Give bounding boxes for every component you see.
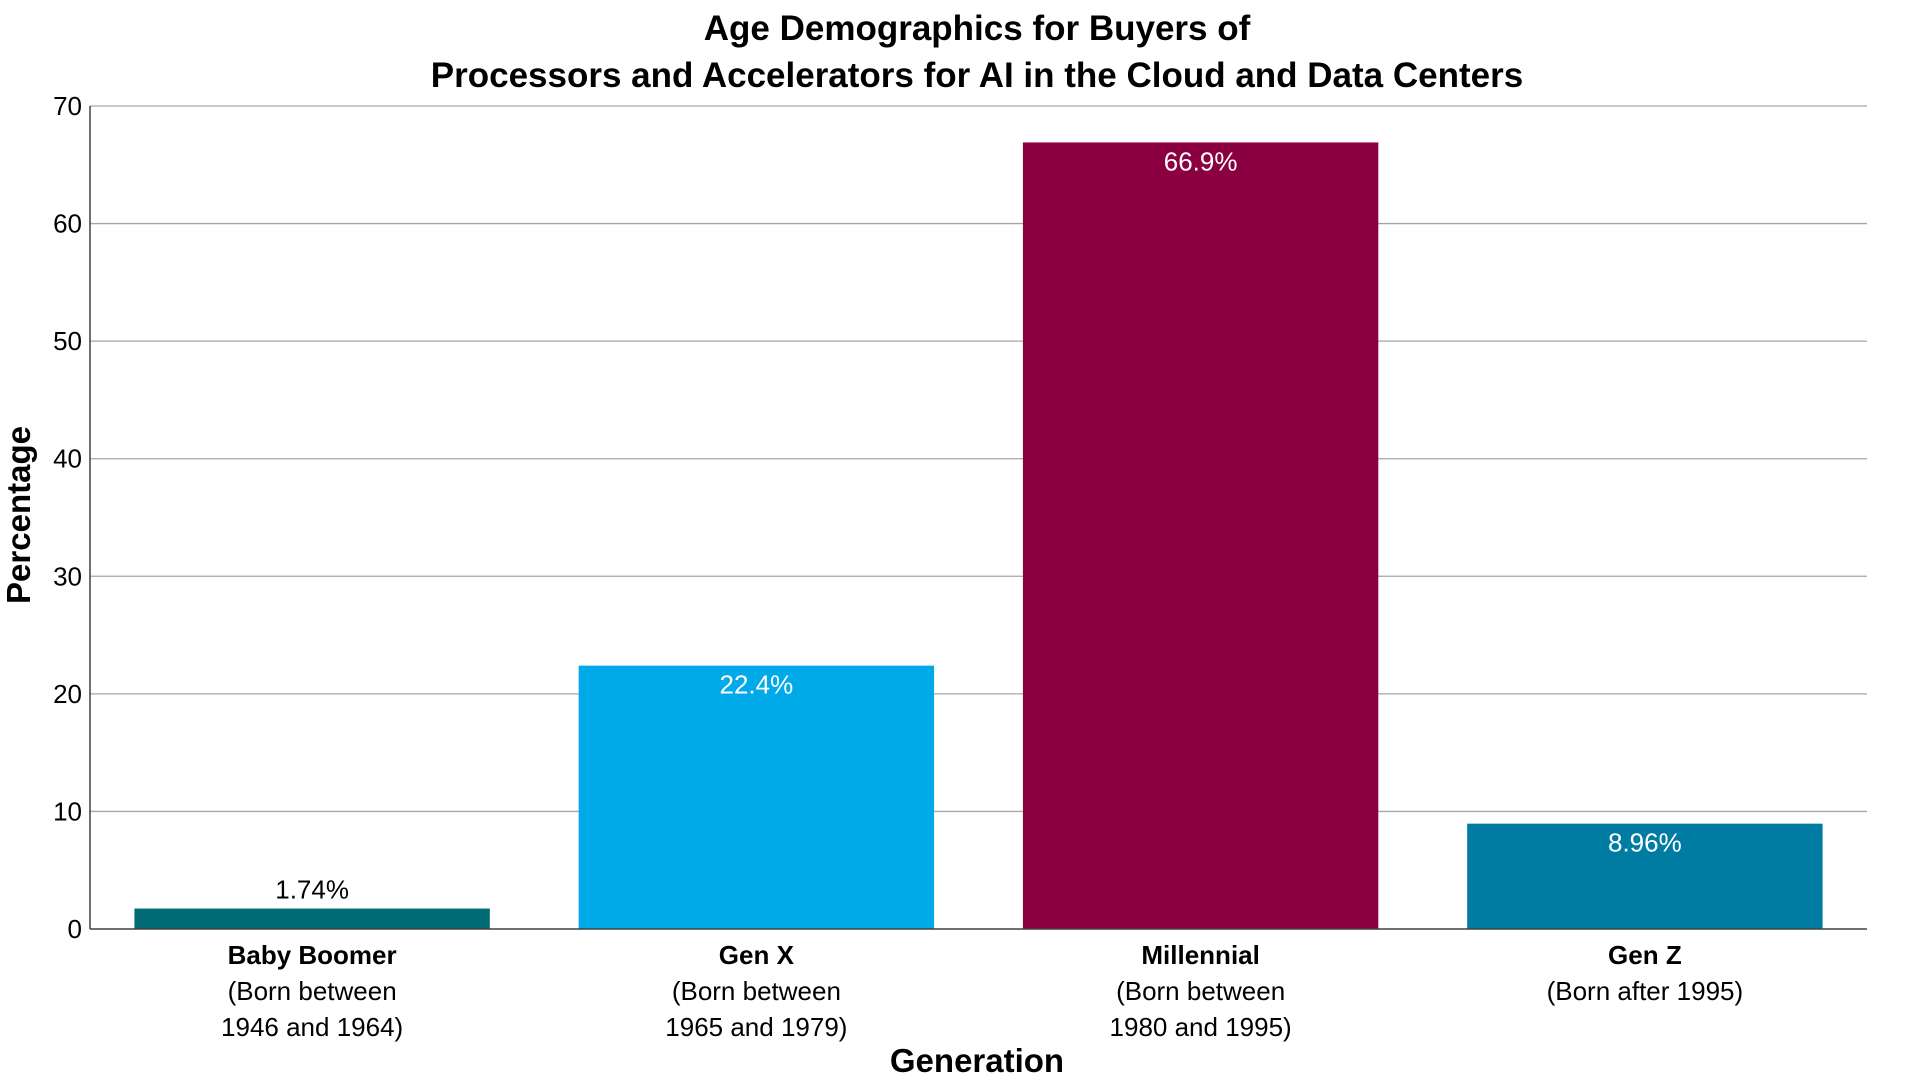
y-tick-label: 50 bbox=[53, 326, 82, 356]
bar-gen-x bbox=[578, 665, 935, 929]
x-tick-sublabel: (Born between bbox=[1116, 976, 1285, 1006]
x-tick-sublabel: 1946 and 1964) bbox=[221, 1012, 403, 1042]
y-tick-labels: 0 10 20 30 40 50 60 70 bbox=[53, 91, 82, 944]
chart-title-line-1: Age Demographics for Buyers of bbox=[704, 9, 1251, 48]
y-tick-label: 30 bbox=[53, 561, 82, 591]
x-tick-sublabel: 1965 and 1979) bbox=[665, 1012, 847, 1042]
data-label: 22.4% bbox=[720, 670, 794, 700]
y-tick-label: 40 bbox=[53, 444, 82, 474]
x-tick-sublabel: 1980 and 1995) bbox=[1110, 1012, 1292, 1042]
x-tick-label: Millennial bbox=[1141, 940, 1259, 970]
y-axis-title: Percentage bbox=[0, 426, 37, 604]
y-tick-label: 70 bbox=[53, 91, 82, 121]
x-tick-sublabel: (Born after 1995) bbox=[1547, 976, 1744, 1006]
x-tick-labels: Baby Boomer (Born between 1946 and 1964) Ge… bbox=[221, 940, 1743, 1042]
bar-millennial bbox=[1022, 142, 1379, 929]
x-tick-label: Baby Boomer bbox=[228, 940, 397, 970]
y-tick-label: 20 bbox=[53, 679, 82, 709]
y-tick-label: 60 bbox=[53, 209, 82, 239]
y-tick-label: 0 bbox=[68, 914, 82, 944]
x-tick-label: Gen X bbox=[719, 940, 795, 970]
bar-gen-z bbox=[1467, 823, 1823, 929]
x-tick-label: Gen Z bbox=[1608, 940, 1682, 970]
grid-lines bbox=[90, 105, 1867, 813]
bars bbox=[134, 142, 1823, 929]
chart-title: Age Demographics for Buyers of Processor… bbox=[431, 9, 1523, 95]
x-axis-title: Generation bbox=[890, 1042, 1064, 1079]
bar-baby-boomer bbox=[134, 908, 490, 929]
x-tick-sublabel: (Born between bbox=[672, 976, 841, 1006]
data-label: 8.96% bbox=[1608, 828, 1682, 858]
x-tick-sublabel: (Born between bbox=[228, 976, 397, 1006]
chart-title-line-2: Processors and Accelerators for AI in th… bbox=[431, 56, 1523, 95]
data-label: 66.9% bbox=[1164, 146, 1238, 176]
y-tick-label: 10 bbox=[53, 796, 82, 826]
data-label: 1.74% bbox=[275, 875, 349, 905]
data-labels: 1.74% 22.4% 66.9% 8.96% bbox=[275, 146, 1681, 904]
